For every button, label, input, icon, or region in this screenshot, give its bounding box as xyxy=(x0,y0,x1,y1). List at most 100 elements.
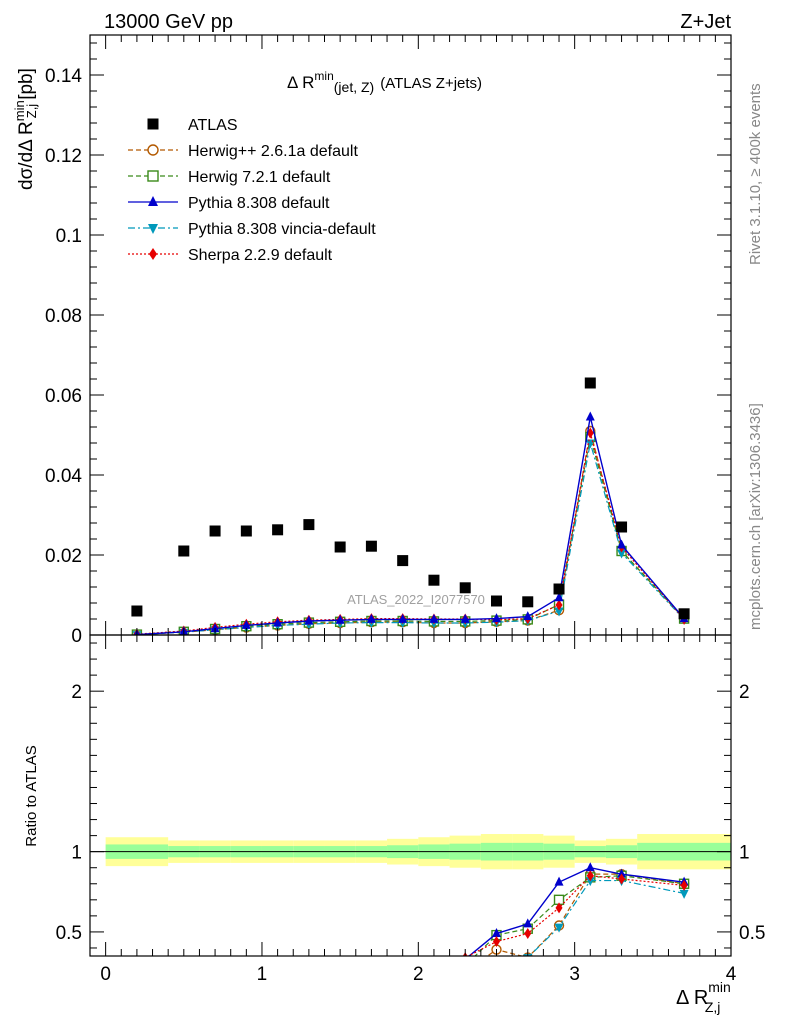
ratio-series-herwig7 xyxy=(132,870,690,1013)
ratio-point-herwig7 xyxy=(211,998,220,1007)
legend-item-herwig_pp: Herwig++ 2.6.1a default xyxy=(128,143,358,160)
ratio-point-sherpa xyxy=(212,995,219,1006)
ratio-point-herwig_pp xyxy=(179,1003,188,1012)
ratio-y-axis-label: Ratio to ATLAS xyxy=(23,745,40,846)
ratio-point-herwig7 xyxy=(398,977,407,986)
ratio-point-vincia xyxy=(554,923,564,933)
ratio-point-sherpa xyxy=(337,978,344,989)
data-point-atlas xyxy=(209,525,221,537)
ratio-point-sherpa xyxy=(399,971,406,982)
series-atlas xyxy=(131,377,690,620)
data-point-pythia xyxy=(335,614,345,624)
ratio-point-pythia xyxy=(491,928,501,938)
main-title-sub: (jet, Z) xyxy=(334,79,374,95)
ratio-point-herwig_pp xyxy=(336,985,345,994)
rivet-version-label: Rivet 3.1.10, ≥ 400k events xyxy=(747,83,764,265)
ratio-point-vincia xyxy=(304,993,313,1002)
main-y-tick-label: 0 xyxy=(71,626,82,647)
ratio-point-sherpa xyxy=(555,902,563,914)
main-y-tick-label: 0.14 xyxy=(45,66,82,87)
legend-marker-herwig_pp xyxy=(147,144,159,156)
ratio-series-sherpa xyxy=(133,870,688,1013)
ratio-point-pythia xyxy=(304,986,313,995)
ratio-point-vincia xyxy=(273,994,282,1003)
ratio-point-herwig_pp xyxy=(273,993,282,1002)
ratio-point-pythia xyxy=(585,862,595,872)
ratio-y-tick-label-left: 1 xyxy=(71,843,82,864)
ratio-line-herwig7 xyxy=(474,875,685,956)
legend-marker-atlas xyxy=(147,118,159,130)
data-point-pythia xyxy=(273,617,283,627)
x-tick-label: 2 xyxy=(413,964,424,985)
analysis-watermark: ATLAS_2022_I2077570 xyxy=(347,592,485,607)
data-point-vincia xyxy=(554,607,564,617)
ratio-point-sherpa xyxy=(368,978,375,989)
data-point-vincia xyxy=(617,549,627,559)
ratio-point-herwig_pp xyxy=(461,968,470,977)
energy-label: 13000 GeV pp xyxy=(104,11,233,33)
ratio-y-tick-label-right: 1 xyxy=(739,843,750,864)
main-y-axis-label-sup: min xyxy=(12,100,27,121)
ratio-point-vincia xyxy=(336,986,345,995)
data-point-pythia xyxy=(523,611,533,621)
ratio-point-vincia xyxy=(491,955,501,956)
data-point-pythia xyxy=(241,619,251,629)
ratio-point-sherpa xyxy=(430,960,437,971)
ratio-point-herwig_pp xyxy=(304,992,313,1001)
ratio-point-vincia xyxy=(367,986,376,995)
legend-label-herwig7: Herwig 7.2.1 default xyxy=(188,169,331,186)
x-tick-label: 0 xyxy=(100,964,111,985)
ratio-point-herwig7 xyxy=(242,995,251,1004)
ratio-point-sherpa xyxy=(133,1002,140,1013)
ratio-point-herwig7 xyxy=(367,982,376,991)
main-plot-frame xyxy=(89,34,732,636)
ratio-point-sherpa xyxy=(680,879,688,891)
x-axis-label-sub: Z,j xyxy=(705,999,721,1015)
data-point-pythia xyxy=(585,411,595,421)
process-label: Z+Jet xyxy=(680,11,731,33)
legend-label-sherpa: Sherpa 2.2.9 default xyxy=(188,247,333,264)
ratio-y-tick-label-left: 2 xyxy=(71,682,82,703)
data-point-pythia xyxy=(617,539,627,549)
ratio-point-herwig7 xyxy=(132,1004,141,1013)
ratio-series-pythia xyxy=(273,862,689,998)
ratio-series-vincia xyxy=(132,877,689,1014)
data-point-atlas xyxy=(490,595,502,607)
ratio-point-vincia xyxy=(132,1005,141,1014)
main-y-axis-label-sub: Z,j xyxy=(24,104,39,119)
legend-label-vincia: Pythia 8.308 vincia-default xyxy=(188,221,376,238)
ratio-series-herwig_pp xyxy=(179,868,690,1012)
ratio-point-pythia xyxy=(336,979,345,988)
legend-label-herwig_pp: Herwig++ 2.6.1a default xyxy=(188,143,358,160)
legend: ATLAS Herwig++ 2.6.1a default Herwig 7.2.1… xyxy=(128,117,376,264)
ratio-plot-frame xyxy=(89,634,732,957)
data-point-atlas xyxy=(272,524,284,536)
legend-item-atlas: ATLAS xyxy=(147,117,238,134)
ratio-line-sherpa xyxy=(467,875,685,956)
ratio-point-sherpa xyxy=(274,987,281,998)
ratio-point-vincia xyxy=(461,969,470,978)
ratio-point-pythia xyxy=(554,876,564,886)
series-vincia xyxy=(132,439,689,635)
ratio-point-herwig_pp xyxy=(429,972,438,981)
data-point-pythia xyxy=(554,592,564,602)
ratio-point-pythia xyxy=(617,868,627,878)
ratio-point-pythia xyxy=(523,918,533,928)
data-point-pythia xyxy=(366,613,376,623)
data-point-atlas xyxy=(240,525,252,537)
main-y-axis-label-tail: [pb] xyxy=(16,68,37,100)
main-y-axis-label-text: dσ/dΔ R xyxy=(16,121,37,190)
ratio-point-sherpa xyxy=(180,999,187,1010)
ratio-point-pythia xyxy=(367,978,376,987)
x-axis-label: Δ Rmin Z,j xyxy=(676,979,731,1015)
ratio-line-herwig_pp xyxy=(486,873,685,956)
legend-marker-vincia xyxy=(148,224,158,234)
ratio-y-tick-label-right: 2 xyxy=(739,682,750,703)
data-point-atlas xyxy=(365,540,377,552)
main-plot-series xyxy=(131,377,690,635)
ratio-point-pythia xyxy=(273,989,282,998)
ratio-point-vincia xyxy=(398,981,407,990)
data-point-atlas xyxy=(584,377,596,389)
data-point-pythia xyxy=(460,613,470,623)
